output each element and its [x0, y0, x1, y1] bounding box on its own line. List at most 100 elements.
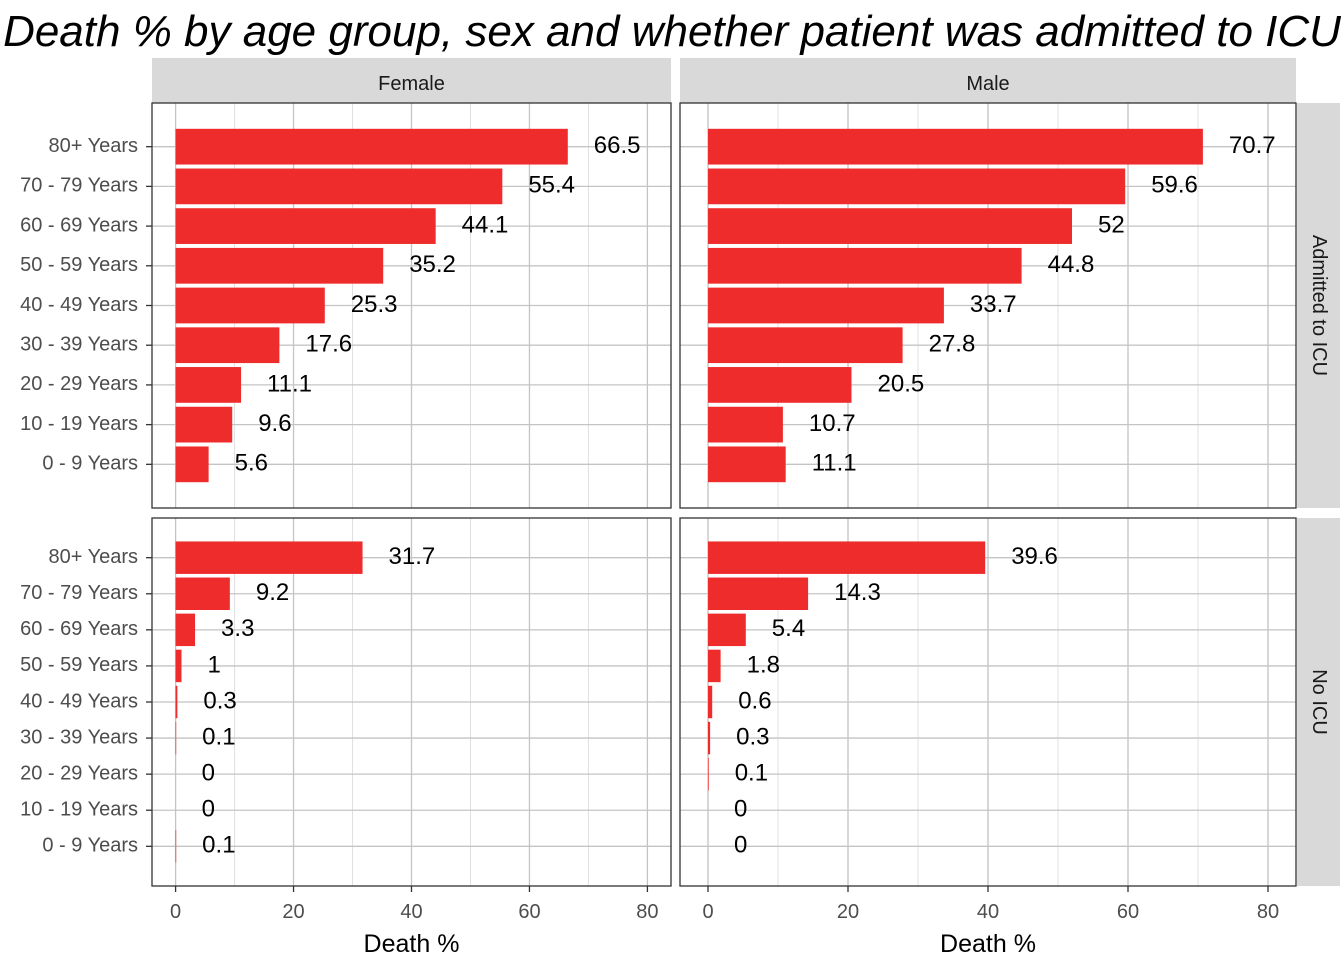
- chart-panels: Female Male Admitted to ICU No ICU 66.5 55.4 4…: [20, 58, 1340, 958]
- y-tick-label: 80+ Years: [48, 135, 138, 157]
- data-label-female-admitted-to-icu-20-29-years: 11.1: [267, 370, 312, 397]
- data-label-male-no-icu-80-years: 39.6: [1011, 543, 1058, 570]
- data-label-female-admitted-to-icu-40-49-years: 25.3: [351, 291, 398, 318]
- bar-male-admitted-to-icu-70-79-years: [708, 168, 1126, 205]
- data-label-female-admitted-to-icu-30-39-years: 17.6: [305, 331, 352, 358]
- y-tick-label: 0 - 9 Years: [42, 835, 138, 857]
- data-label-female-admitted-to-icu-50-59-years: 35.2: [409, 251, 456, 278]
- y-tick-label: 70 - 79 Years: [20, 175, 138, 197]
- bar-male-admitted-to-icu-80-years: [708, 128, 1203, 165]
- data-label-male-no-icu-40-49-years: 0.6: [738, 687, 771, 714]
- y-tick-label: 30 - 39 Years: [20, 726, 138, 748]
- data-label-female-admitted-to-icu-0-9-years: 5.6: [235, 450, 268, 477]
- data-label-female-no-icu-20-29-years: 0: [202, 760, 215, 787]
- data-label-female-no-icu-10-19-years: 0: [202, 796, 215, 823]
- x-axis-title: Death %: [940, 930, 1036, 958]
- x-tick-label: 20: [837, 901, 859, 923]
- data-label-male-no-icu-10-19-years: 0: [734, 796, 747, 823]
- y-tick-label: 40 - 49 Years: [20, 690, 138, 712]
- x-tick-label: 0: [170, 901, 181, 923]
- x-tick-label: 40: [400, 901, 422, 923]
- bar-female-no-icu-50-59-years: [175, 649, 182, 683]
- bar-female-admitted-to-icu-40-49-years: [175, 287, 325, 324]
- data-label-female-no-icu-0-9-years: 0.1: [202, 832, 235, 859]
- bar-female-no-icu-40-49-years: [175, 685, 178, 719]
- chart-title: Death % by age group, sex and whether pa…: [3, 7, 1341, 56]
- x-tick-label: 20: [282, 901, 304, 923]
- y-tick-label: 30 - 39 Years: [20, 333, 138, 355]
- x-axis-title: Death %: [364, 930, 460, 958]
- bar-female-no-icu-0-9-years: [175, 830, 177, 863]
- y-tick-label: 70 - 79 Years: [20, 582, 138, 604]
- data-label-male-admitted-to-icu-60-69-years: 52: [1098, 211, 1125, 238]
- bar-male-admitted-to-icu-40-49-years: [708, 287, 944, 324]
- strip-no-icu: [1297, 518, 1340, 886]
- strip-label-male: Male: [966, 73, 1009, 95]
- bar-male-admitted-to-icu-30-39-years: [708, 327, 903, 364]
- data-label-female-admitted-to-icu-60-69-years: 44.1: [462, 211, 509, 238]
- data-label-male-no-icu-70-79-years: 14.3: [834, 579, 881, 606]
- data-label-female-no-icu-60-69-years: 3.3: [221, 615, 254, 642]
- x-tick-label: 80: [636, 901, 658, 923]
- bar-male-admitted-to-icu-50-59-years: [708, 247, 1022, 284]
- strip-label-admitted-to-icu: Admitted to ICU: [1308, 235, 1330, 376]
- x-tick-label: 0: [702, 901, 713, 923]
- strip-label-no-icu: No ICU: [1308, 669, 1330, 735]
- data-label-male-admitted-to-icu-40-49-years: 33.7: [970, 291, 1017, 318]
- y-tick-label: 60 - 69 Years: [20, 214, 138, 236]
- y-tick-label: 10 - 19 Years: [20, 413, 138, 435]
- data-label-male-no-icu-50-59-years: 1.8: [747, 651, 780, 678]
- x-tick-label: 60: [1117, 901, 1139, 923]
- y-tick-label: 20 - 29 Years: [20, 373, 138, 395]
- data-label-female-no-icu-30-39-years: 0.1: [202, 723, 235, 750]
- bar-female-no-icu-80-years: [175, 541, 363, 574]
- y-tick-label: 50 - 59 Years: [20, 654, 138, 676]
- bar-female-no-icu-60-69-years: [175, 613, 196, 647]
- y-tick-label: 80+ Years: [48, 546, 138, 568]
- bar-male-no-icu-50-59-years: [708, 649, 721, 683]
- x-tick-label: 80: [1257, 901, 1279, 923]
- bar-female-admitted-to-icu-70-79-years: [175, 168, 503, 205]
- data-label-female-admitted-to-icu-70-79-years: 55.4: [528, 172, 575, 199]
- data-label-female-no-icu-70-79-years: 9.2: [256, 579, 289, 606]
- bar-male-no-icu-30-39-years: [708, 721, 711, 755]
- bar-female-admitted-to-icu-60-69-years: [175, 208, 436, 244]
- y-tick-label: 60 - 69 Years: [20, 618, 138, 640]
- bar-male-admitted-to-icu-0-9-years: [708, 446, 786, 483]
- bar-female-no-icu-70-79-years: [175, 577, 230, 610]
- strip-label-female: Female: [378, 73, 445, 95]
- bar-male-no-icu-40-49-years: [708, 685, 713, 719]
- bar-female-admitted-to-icu-80-years: [175, 128, 568, 165]
- data-label-male-admitted-to-icu-80-years: 70.7: [1229, 132, 1276, 159]
- data-label-male-no-icu-60-69-years: 5.4: [772, 615, 805, 642]
- bar-male-no-icu-60-69-years: [708, 613, 746, 647]
- bar-female-admitted-to-icu-30-39-years: [175, 327, 280, 364]
- y-tick-label: 20 - 29 Years: [20, 762, 138, 784]
- data-label-male-admitted-to-icu-30-39-years: 27.8: [929, 331, 976, 358]
- y-tick-label: 50 - 59 Years: [20, 254, 138, 276]
- bar-male-admitted-to-icu-10-19-years: [708, 406, 783, 443]
- x-tick-label: 40: [977, 901, 999, 923]
- panel-female-no-icu: 31.7 9.23.31 0.3 0.1 0 0 0.1 80+ Years 70 - 79 Y…: [20, 517, 672, 958]
- bar-male-admitted-to-icu-60-69-years: [708, 208, 1072, 244]
- data-label-female-admitted-to-icu-10-19-years: 9.6: [258, 410, 291, 437]
- data-label-male-admitted-to-icu-70-79-years: 59.6: [1151, 172, 1198, 199]
- strip-male: [680, 58, 1296, 103]
- panel-male-no-icu: 39.6 14.3 5.4 1.8 0.6 0.3 0.1 0 0 0 20 40 60 80 Death …: [679, 517, 1297, 958]
- data-label-male-no-icu-30-39-years: 0.3: [736, 723, 769, 750]
- bar-male-no-icu-70-79-years: [708, 577, 809, 610]
- data-label-male-admitted-to-icu-10-19-years: 10.7: [809, 410, 856, 437]
- y-tick-label: 10 - 19 Years: [20, 799, 138, 821]
- bar-male-no-icu-80-years: [708, 541, 986, 574]
- bar-female-no-icu-30-39-years: [175, 721, 177, 755]
- data-label-female-admitted-to-icu-80-years: 66.5: [594, 132, 641, 159]
- x-tick-label: 60: [518, 901, 540, 923]
- y-tick-label: 40 - 49 Years: [20, 294, 138, 316]
- data-label-female-no-icu-50-59-years: 1: [207, 651, 220, 678]
- data-label-female-no-icu-40-49-years: 0.3: [203, 687, 236, 714]
- bar-female-admitted-to-icu-10-19-years: [175, 406, 233, 443]
- data-label-male-admitted-to-icu-20-29-years: 20.5: [878, 370, 925, 397]
- panel-border: [679, 102, 1297, 509]
